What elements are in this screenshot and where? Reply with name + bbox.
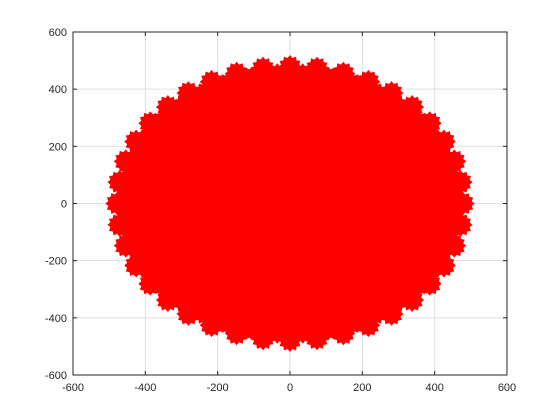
data-point-marker — [115, 201, 140, 226]
x-tick-label: 400 — [425, 382, 443, 394]
data-point-marker — [139, 124, 164, 149]
data-point-marker — [401, 107, 426, 132]
x-tick-labels: -600 -400 -200 0 200 400 600 — [62, 382, 516, 394]
data-point-marker — [315, 66, 340, 91]
data-point-marker — [172, 289, 197, 314]
data-point-marker — [428, 142, 453, 167]
y-tick-label: -600 — [45, 370, 67, 382]
data-point-marker — [290, 63, 315, 88]
x-tick-label: -200 — [207, 382, 229, 394]
x-tick-label: 600 — [498, 382, 516, 394]
data-point-marker — [139, 258, 164, 283]
data-point-marker — [127, 240, 152, 265]
data-point-marker — [315, 316, 340, 341]
y-tick-label: 0 — [61, 199, 67, 211]
data-point-marker — [265, 63, 290, 88]
data-point-marker — [240, 316, 265, 341]
y-tick-label: -400 — [45, 313, 67, 325]
data-point-marker — [436, 221, 461, 246]
data-point-marker — [154, 275, 179, 300]
x-tick-label: -600 — [62, 382, 84, 394]
data-point-marker — [363, 301, 388, 326]
data-point-marker — [265, 319, 290, 344]
data-point-marker — [119, 161, 144, 186]
data-point-marker — [440, 201, 465, 226]
data-point-marker — [215, 72, 240, 97]
data-layer — [105, 55, 475, 352]
data-fill-disc — [121, 70, 459, 337]
y-tick-label: 600 — [49, 27, 67, 39]
y-tick-labels: -600 -400 -200 0 200 400 600 — [45, 27, 67, 382]
data-point-marker — [119, 221, 144, 246]
axes-box — [72, 31, 508, 376]
data-point-marker — [192, 81, 217, 106]
data-point-marker — [401, 275, 426, 300]
data-point-marker — [383, 289, 408, 314]
data-point-marker — [440, 181, 465, 206]
data-point-marker — [240, 66, 265, 91]
y-tick-label: 400 — [49, 84, 67, 96]
data-point-marker — [383, 93, 408, 118]
y-tick-label: 200 — [49, 141, 67, 153]
data-point-marker — [115, 181, 140, 206]
data-point-marker — [154, 107, 179, 132]
data-point-marker — [428, 240, 453, 265]
data-point-marker — [416, 124, 441, 149]
x-tick-label: -400 — [134, 382, 156, 394]
data-point-marker — [436, 161, 461, 186]
data-point-marker — [290, 319, 315, 344]
data-point-marker — [363, 81, 388, 106]
data-point-marker — [416, 258, 441, 283]
data-point-marker — [215, 310, 240, 335]
data-point-marker — [340, 72, 365, 97]
x-tick-label: 0 — [287, 382, 293, 394]
data-point-marker — [340, 310, 365, 335]
y-tick-label: -200 — [45, 256, 67, 268]
data-point-marker — [127, 142, 152, 167]
x-tick-label: 200 — [353, 382, 371, 394]
data-point-marker — [192, 301, 217, 326]
data-point-marker — [172, 93, 197, 118]
